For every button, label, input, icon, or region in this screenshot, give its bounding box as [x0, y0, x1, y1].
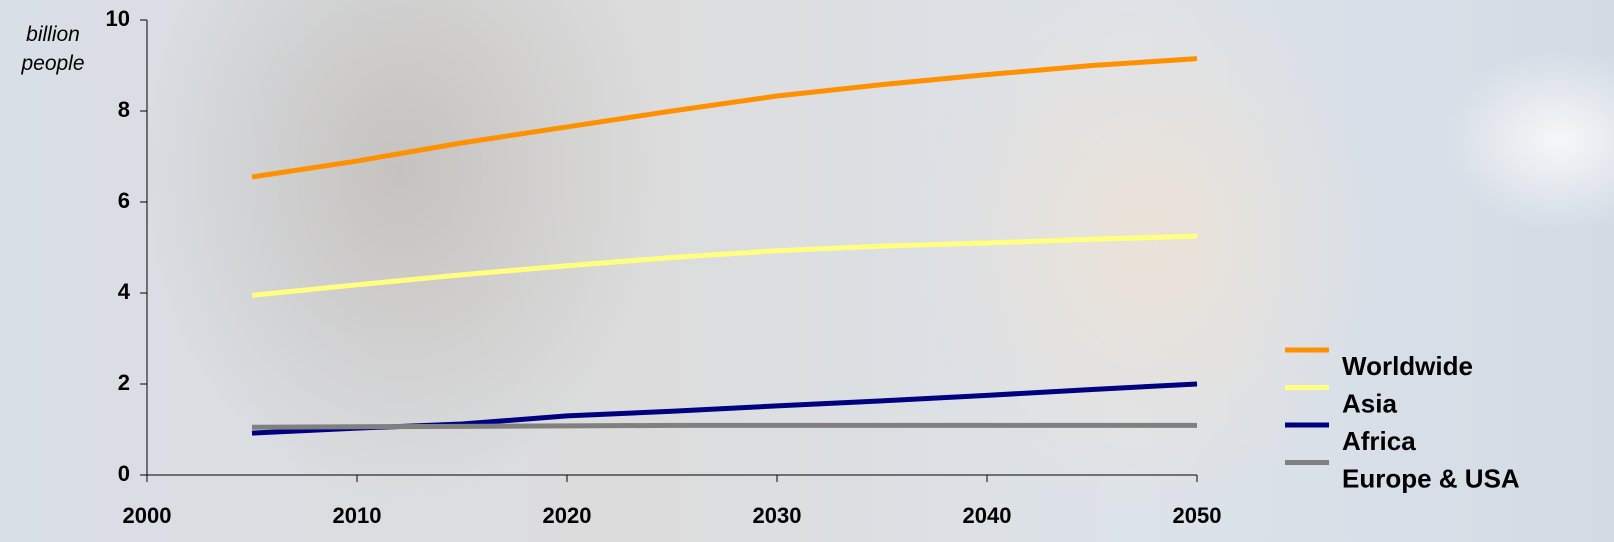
x-tick-label: 2000: [123, 503, 172, 528]
y-tick-label: 2: [118, 370, 130, 395]
legend-label: Asia: [1342, 388, 1397, 418]
y-tick-label: 4: [118, 279, 131, 304]
y-tick-label: 0: [118, 461, 130, 486]
x-tick-label: 2030: [753, 503, 802, 528]
x-tick-label: 2020: [543, 503, 592, 528]
y-tick-label: 10: [106, 6, 130, 31]
series-line: [251, 56, 1198, 180]
x-tick-label: 2040: [963, 503, 1012, 528]
y-tick-label: 6: [118, 188, 130, 213]
legend-label: Africa: [1342, 426, 1416, 456]
series-line: [251, 422, 1197, 430]
x-tick-label: 2010: [333, 503, 382, 528]
x-tick-label: 2050: [1173, 503, 1222, 528]
y-axis-label: billion people: [21, 23, 85, 75]
legend-label: Europe & USA: [1342, 463, 1520, 493]
y-tick-label: 8: [118, 97, 130, 122]
series-line: [251, 233, 1198, 298]
legend-label: Worldwide: [1342, 351, 1473, 381]
